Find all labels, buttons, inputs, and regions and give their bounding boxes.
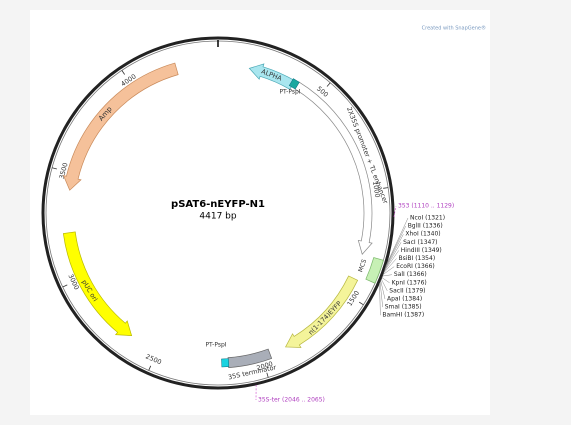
site-leader bbox=[380, 280, 386, 300]
site-label: NcoI (1321) bbox=[410, 215, 445, 222]
site-label: SmaI (1385) bbox=[385, 304, 422, 311]
primer-site-label: 353 (1110 .. 1129) bbox=[398, 203, 454, 210]
feature-label: MCS bbox=[357, 258, 368, 273]
tick-mark bbox=[383, 187, 389, 189]
site-label: BglII (1336) bbox=[408, 223, 443, 230]
site-label: EcoRI (1366) bbox=[396, 263, 435, 270]
feature-5 bbox=[62, 231, 133, 336]
primer-label: PT-PspI bbox=[279, 89, 300, 96]
site-leader bbox=[382, 266, 395, 275]
plasmid-name: pSAT6-nEYFP-N1 bbox=[171, 199, 265, 210]
site-label: BamHI (1387) bbox=[382, 312, 424, 319]
site-leader bbox=[384, 242, 402, 271]
tick-mark bbox=[121, 70, 125, 75]
site-label: SacII (1379) bbox=[389, 287, 425, 294]
site-label: XhoI (1340) bbox=[405, 231, 440, 238]
primer-site-label: 35S-ter (2046 .. 2065) bbox=[258, 397, 325, 404]
site-label: SacI (1347) bbox=[403, 239, 437, 246]
feature-1 bbox=[294, 81, 373, 255]
primer-site-leader bbox=[393, 205, 397, 217]
tick-mark bbox=[326, 82, 331, 87]
primer-label: PT-PspI bbox=[205, 342, 226, 349]
plasmid-size: 4417 bp bbox=[199, 212, 236, 222]
attribution: Created with SnapGene® bbox=[422, 25, 486, 32]
tick-mark bbox=[51, 167, 57, 170]
site-leader bbox=[385, 225, 406, 268]
site-label: BsiBI (1354) bbox=[399, 255, 436, 262]
primer-box bbox=[221, 358, 230, 368]
tick-mark bbox=[62, 284, 68, 288]
site-leader bbox=[385, 217, 409, 267]
site-label: KpnI (1376) bbox=[392, 279, 427, 286]
feature-2 bbox=[365, 257, 384, 284]
feature-6 bbox=[62, 62, 179, 191]
site-leader bbox=[379, 281, 383, 308]
tick-label: 1000 bbox=[371, 181, 381, 199]
primer-box bbox=[288, 78, 300, 90]
feature-3 bbox=[284, 275, 359, 348]
tick-mark bbox=[359, 301, 364, 306]
site-label: HindIII (1349) bbox=[401, 247, 442, 254]
site-label: SalI (1366) bbox=[394, 271, 427, 278]
site-leader bbox=[381, 277, 390, 284]
feature-4 bbox=[227, 348, 273, 369]
tick-mark bbox=[148, 365, 152, 371]
site-leader bbox=[382, 274, 392, 277]
site-leader bbox=[383, 250, 400, 273]
site-label: ApaI (1384) bbox=[387, 296, 422, 303]
tick-mark bbox=[266, 372, 269, 378]
site-leader bbox=[384, 234, 404, 270]
site-leader bbox=[380, 278, 388, 292]
backbone bbox=[41, 36, 395, 390]
site-leader bbox=[379, 283, 381, 316]
site-leader bbox=[383, 258, 397, 274]
